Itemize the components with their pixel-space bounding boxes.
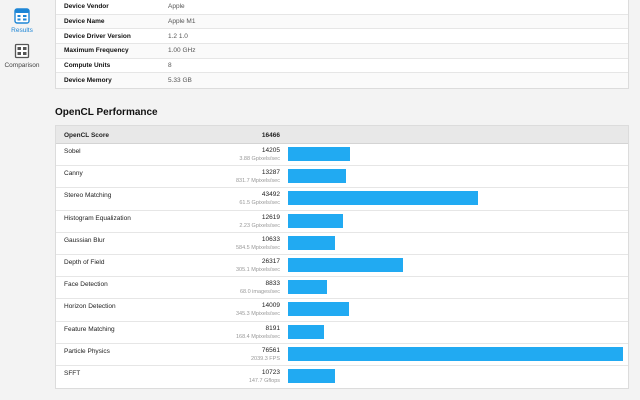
info-row: Device Memory 5.33 GB [56,73,628,89]
bar-track [288,280,623,295]
workload-name: Face Detection [64,281,108,289]
table-row: Feature Matching 8191 168.4 Mpixels/sec [56,322,628,344]
workload-name: Particle Physics [64,347,110,355]
sidebar: Results Comparison [0,0,44,400]
bar-track [288,257,623,272]
score-bar [288,213,344,228]
sidebar-item-label: Comparison [4,62,40,69]
workload-name: Histogram Equalization [64,214,131,222]
workload-rate: 61.5 Gpixels/sec [239,200,280,207]
bar-track [288,213,623,228]
workload-score: 76561 [261,346,280,354]
info-row: Compute Units 8 [56,59,628,74]
info-row: Device Driver Version 1.2 1.0 [56,29,628,45]
table-row: Particle Physics 76561 2039.3 FPS [56,344,628,366]
table-row: SFFT 10723 147.7 Gflops [56,366,628,388]
score-bar [288,324,324,339]
bar-track [288,235,623,250]
opencl-score-table: OpenCL Score 16466 Sobel 14205 3.88 Gpixel… [55,125,629,390]
workload-score: 10723 [261,368,280,376]
workload-score: 26317 [261,257,280,265]
info-value: 1.2 1.0 [168,32,188,40]
info-key: Device Vendor [64,3,109,11]
info-row: Maximum Frequency 1.00 GHz [56,44,628,59]
info-key: Maximum Frequency [64,47,129,55]
sidebar-item-label: Results [11,27,33,34]
score-bar [288,302,350,317]
score-header-label: OpenCL Score [64,132,110,139]
bar-track [288,302,623,317]
sidebar-item-results[interactable]: Results [0,8,44,34]
workload-rate: 2039.3 FPS [250,355,280,362]
table-row: Histogram Equalization 12619 2.23 Gpixels/… [56,211,628,233]
workload-name: Canny [64,170,83,178]
table-row: Canny 13287 831.7 Mpixels/sec [56,166,628,189]
score-bar [288,147,351,161]
table-row: Horizon Detection 14009 345.3 Mpixels/sec [56,299,628,322]
bar-track [288,169,623,184]
workload-name: SFFT [64,369,81,377]
workload-score: 43492 [261,191,280,199]
workload-score: 12619 [261,213,280,221]
workload-name: Stereo Matching [64,192,112,200]
score-bar [288,235,335,250]
workload-name: Sobel [64,148,81,155]
workload-score: 14205 [261,147,280,154]
comparison-icon [14,43,30,59]
score-header: OpenCL Score 16466 [56,126,628,144]
table-row: Depth of Field 26317 305.1 Mpixels/sec [56,255,628,278]
workload-rate: 305.1 Mpixels/sec [235,266,280,273]
device-info-table: Device Vendor Apple Device Name Apple M1 D… [55,0,629,90]
info-value: 8 [168,62,172,70]
score-bar [288,368,335,383]
workload-name: Horizon Detection [64,303,116,311]
section-title: OpenCL Performance [55,107,158,118]
bar-track [288,324,623,339]
table-row: Gaussian Blur 10633 584.5 Mpixels/sec [56,233,628,255]
workload-rows: Sobel 14205 3.88 Gpixels/sec Canny 13287 831.… [56,144,628,388]
info-value: 5.33 GB [168,77,192,85]
workload-name: Feature Matching [64,325,115,333]
score-bar [288,257,404,272]
table-row: Stereo Matching 43492 61.5 Gpixels/sec [56,188,628,211]
workload-name: Depth of Field [64,258,105,266]
workload-rate: 831.7 Mpixels/sec [235,178,280,185]
workload-score: 13287 [261,169,280,177]
info-key: Device Name [64,18,105,26]
score-bar [288,346,623,361]
info-value: 1.00 GHz [168,47,196,55]
workload-rate: 3.88 Gpixels/sec [239,156,280,162]
score-header-value: 16466 [261,132,280,139]
info-row: Device Vendor Apple [56,0,628,15]
workload-name: Gaussian Blur [64,236,105,244]
info-key: Device Memory [64,77,112,85]
sidebar-item-comparison[interactable]: Comparison [0,43,44,69]
workload-rate: 345.3 Mpixels/sec [235,311,280,318]
score-bar [288,191,479,206]
workload-rate: 168.4 Mpixels/sec [235,333,280,340]
bar-track [288,191,623,206]
score-bar [288,169,347,184]
table-row: Sobel 14205 3.88 Gpixels/sec [56,144,628,167]
info-row: Device Name Apple M1 [56,14,628,30]
bar-track [288,147,623,161]
workload-rate: 68.0 images/sec [239,289,280,296]
score-bar [288,280,327,295]
bar-track [288,346,623,361]
table-row: Face Detection 8833 68.0 images/sec [56,277,628,300]
info-key: Device Driver Version [64,32,131,40]
bar-track [288,368,623,383]
workload-rate: 2.23 Gpixels/sec [239,222,280,229]
results-icon [14,8,30,24]
info-value: Apple M1 [168,18,196,26]
workload-score: 8191 [265,324,280,332]
workload-score: 14009 [261,302,280,310]
info-value: Apple [168,3,185,11]
workload-score: 10633 [261,235,280,243]
info-key: Compute Units [64,62,111,70]
workload-score: 8833 [265,280,280,288]
workload-rate: 147.7 Gflops [248,377,280,384]
workload-rate: 584.5 Mpixels/sec [235,244,280,251]
